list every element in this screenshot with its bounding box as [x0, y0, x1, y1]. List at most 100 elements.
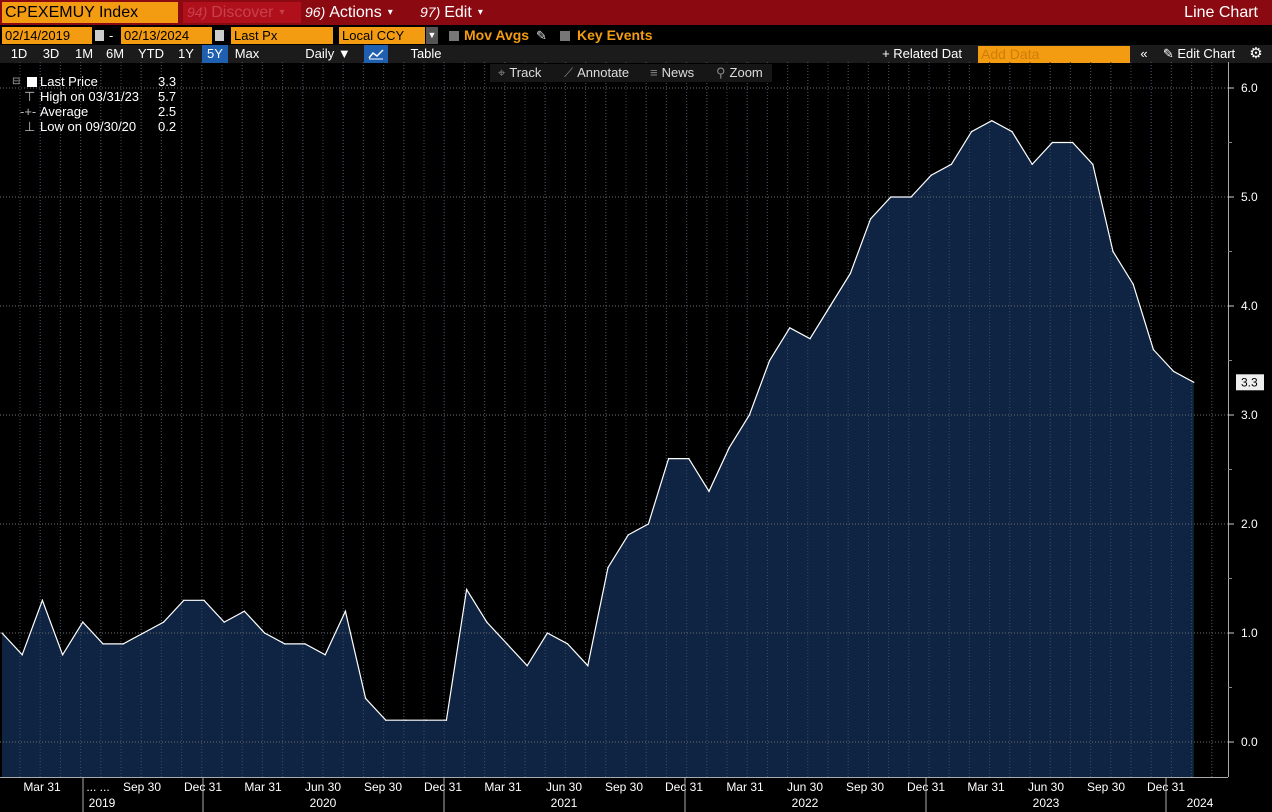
mov-avgs-label[interactable]: Mov Avgs — [464, 27, 530, 43]
zoom-tool[interactable]: ⚲ Zoom — [716, 64, 763, 82]
period-button-5y[interactable]: 5Y — [202, 45, 228, 63]
line-chart-icon[interactable] — [364, 45, 388, 63]
period-button-1d[interactable]: 1D — [10, 46, 28, 61]
table-button[interactable]: Table — [410, 46, 442, 61]
collapse-legend-icon[interactable]: ⊟ — [12, 76, 21, 87]
date-separator: - — [109, 28, 114, 43]
plus-icon: + — [882, 46, 890, 61]
related-data-button[interactable]: + Related Dat — [872, 45, 972, 63]
discover-menu-number: 94) — [187, 4, 208, 20]
edit-chart-label: Edit Chart — [1177, 46, 1236, 61]
collapse-icon[interactable]: « — [1140, 46, 1148, 61]
calendar-icon[interactable] — [215, 30, 224, 41]
actions-menu-number: 96) — [305, 4, 326, 20]
gear-icon[interactable]: ⚙ — [1249, 45, 1263, 62]
period-button-1m[interactable]: 1M — [74, 46, 94, 61]
average-marker-icon: -+- — [20, 104, 37, 119]
related-data-label: Related Dat — [893, 46, 962, 61]
chevron-down-icon: ▾ — [279, 7, 285, 19]
edit-menu-number: 97) — [420, 4, 441, 20]
data-point — [1, 632, 3, 634]
data-point — [991, 119, 993, 122]
edit-chart-button[interactable]: ✎ Edit Chart — [1156, 45, 1242, 63]
start-date-field[interactable]: 02/14/2019 — [2, 27, 92, 44]
annotate-label: Annotate — [577, 65, 630, 80]
data-point — [82, 621, 84, 623]
legend-row-last-price[interactable]: ⊟ Last Price 3.3 — [12, 74, 180, 89]
news-tool[interactable]: ≡ News — [650, 64, 694, 82]
x-tick-label: Dec 31 — [665, 780, 703, 794]
x-tick-label: Dec 31 — [424, 780, 462, 794]
chart-legend: ⊟ Last Price 3.3 ⊤ High on 03/31/23 5.7 … — [12, 74, 180, 134]
actions-menu[interactable]: 96) Actions ▾ — [305, 2, 393, 23]
key-events-label[interactable]: Key Events — [577, 27, 653, 43]
pencil-icon[interactable]: ✎ — [536, 28, 547, 43]
x-tick-label: Jun 30 — [305, 780, 341, 794]
period-button-ytd[interactable]: YTD — [138, 46, 164, 61]
data-point — [21, 654, 24, 656]
currency-select[interactable]: Local CCY — [339, 27, 425, 44]
x-tick-label: Sep 30 — [846, 780, 884, 794]
mov-avgs-checkbox[interactable] — [449, 31, 459, 41]
add-data-input[interactable]: Add Data — [978, 46, 1130, 63]
data-point — [890, 196, 892, 198]
x-tick-label: ... ... — [86, 780, 109, 794]
data-point — [910, 196, 912, 198]
end-date-field[interactable]: 02/13/2024 — [121, 27, 212, 44]
y-tick-label: 1.0 — [1241, 626, 1258, 640]
key-events-checkbox[interactable] — [560, 31, 570, 41]
discover-menu[interactable]: 94) Discover ▾ — [183, 2, 301, 23]
data-point — [405, 719, 407, 721]
data-point — [304, 643, 306, 645]
zoom-label: Zoom — [729, 65, 763, 80]
data-point — [486, 621, 488, 623]
title-bar: CPEXEMUY Index 94) Discover ▾ 96) Actions ▾ … — [0, 0, 1272, 25]
high-marker-icon: ⊤ — [24, 89, 36, 104]
data-point — [203, 599, 205, 602]
legend-row-low: ⊥ Low on 09/30/20 0.2 — [12, 119, 180, 134]
data-point — [809, 337, 811, 340]
period-toolbar: 1D 3D 1M 6M YTD 1Y 5Y Max Daily ▼ Table + Relat… — [0, 45, 1272, 63]
calendar-icon[interactable] — [95, 30, 104, 41]
data-point — [243, 610, 246, 612]
frequency-select[interactable]: Daily ▼ — [300, 45, 356, 63]
security-ticker-field[interactable]: CPEXEMUY Index — [2, 2, 178, 23]
chevron-down-icon[interactable]: ▼ — [426, 27, 438, 44]
year-label: 2019 — [89, 796, 116, 810]
x-tick-label: Mar 31 — [967, 780, 1005, 794]
x-tick-label: Mar 31 — [23, 780, 61, 794]
price-chart[interactable]: 0.0 1.0 2.0 3.0 4.0 5.0 6.0 3.3 Mar 31 ... ... Sep… — [0, 62, 1272, 812]
data-point — [344, 610, 347, 612]
period-button-1y[interactable]: 1Y — [178, 46, 194, 61]
x-tick-label: Sep 30 — [123, 780, 161, 794]
annotate-icon: ⟋ — [564, 65, 574, 80]
data-point — [546, 632, 549, 634]
period-button-6m[interactable]: 6M — [105, 46, 125, 61]
track-tool[interactable]: ⌖ Track — [498, 64, 541, 82]
x-tick-label: Mar 31 — [484, 780, 522, 794]
x-tick-label: Mar 31 — [244, 780, 282, 794]
field-select[interactable]: Last Px — [231, 27, 333, 44]
data-point — [869, 218, 872, 220]
data-point — [930, 174, 932, 176]
data-point — [324, 654, 327, 656]
data-point — [1051, 141, 1054, 144]
y-tick-label: 2.0 — [1241, 517, 1258, 531]
chart-toolbar: ⌖ Track ⟋ Annotate ≡ News ⚲ Zoom — [490, 64, 772, 82]
period-button-3d[interactable]: 3D — [42, 46, 60, 61]
data-point — [284, 643, 286, 645]
period-button-max[interactable]: Max — [234, 46, 260, 61]
data-point — [728, 446, 730, 449]
legend-row-average: -+- Average 2.5 — [12, 104, 180, 119]
edit-menu[interactable]: 97) Edit ▾ — [420, 2, 483, 23]
pencil-icon: ✎ — [1162, 46, 1174, 61]
data-point — [263, 632, 266, 634]
data-point — [102, 643, 104, 645]
data-point — [465, 588, 468, 591]
annotate-tool[interactable]: ⟋ Annotate — [564, 64, 629, 82]
series-line[interactable] — [1, 120, 1195, 721]
data-point — [1112, 250, 1114, 253]
data-point — [425, 719, 428, 721]
data-point — [506, 643, 508, 645]
caret-down-icon: ▼ — [337, 46, 351, 61]
